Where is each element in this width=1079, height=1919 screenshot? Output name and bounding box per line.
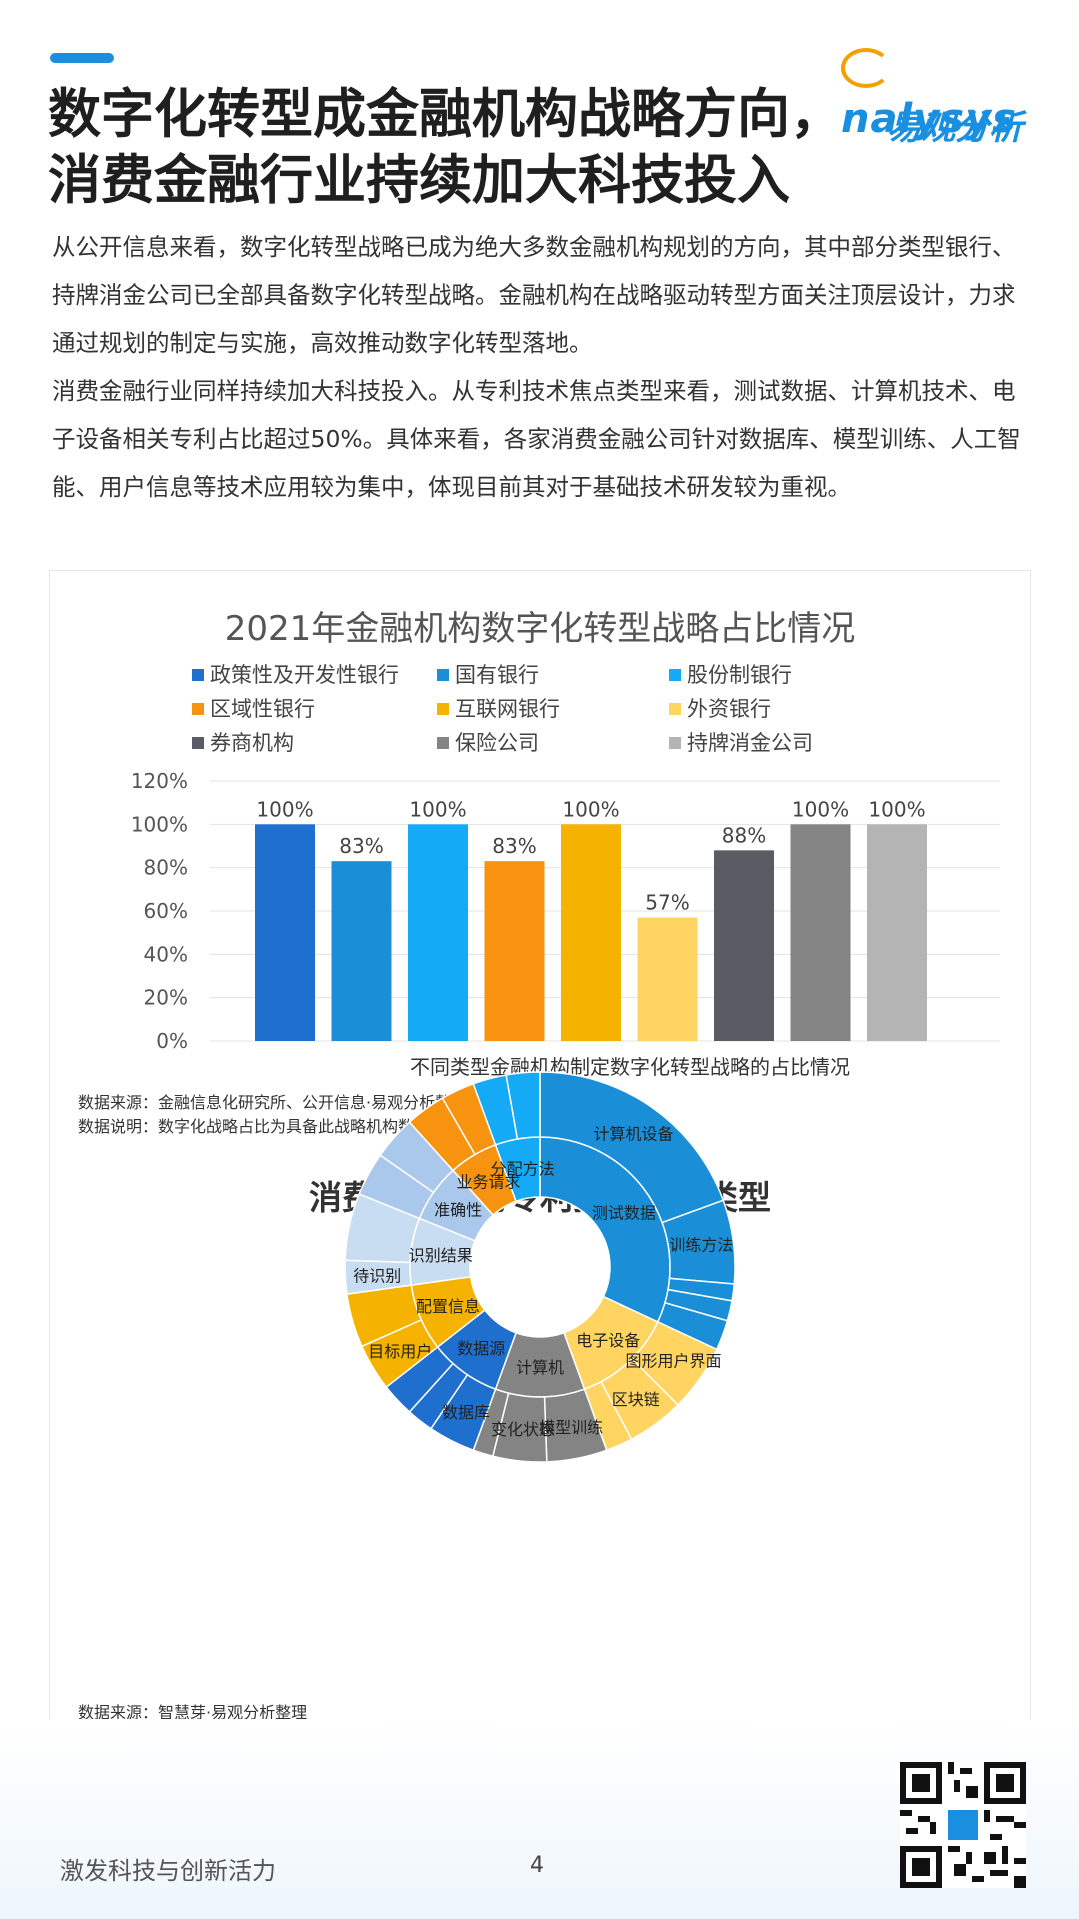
data-label: 88% <box>722 823 766 847</box>
page-number: 4 <box>530 1853 544 1878</box>
bar <box>561 824 621 1041</box>
bar <box>867 824 927 1041</box>
sunburst-segment <box>505 1071 541 1140</box>
bar <box>790 824 851 1041</box>
page-title: 数字化转型成金融机构战略方向， 消费金融行业持续加大科技投入 <box>48 82 878 214</box>
x-axis-label: 不同类型金融机构制定数字化转型战略的占比情况 <box>410 1055 850 1079</box>
legend-item: 股份制银行 <box>669 659 792 689</box>
sunburst-label: 训练方法 <box>669 1235 733 1254</box>
legend-item: 互联网银行 <box>437 693 560 723</box>
data-label: 100% <box>409 797 466 821</box>
sunburst-label: 配置信息 <box>416 1297 480 1316</box>
data-label: 100% <box>256 797 313 821</box>
y-tick-label: 60% <box>144 899 188 923</box>
body-text: 从公开信息来看，数字化转型战略已成为绝大多数金融机构规划的方向，其中部分类型银行… <box>52 223 1022 511</box>
legend-item: 券商机构 <box>192 727 294 757</box>
y-tick-label: 80% <box>144 856 188 880</box>
data-label: 83% <box>339 834 383 858</box>
y-tick-label: 40% <box>144 942 188 966</box>
sunburst-label: 测试数据 <box>592 1204 656 1223</box>
legend-item: 持牌消金公司 <box>669 727 813 757</box>
paragraph-2: 消费金融行业同样持续加大科技投入。从专利技术焦点类型来看，测试数据、计算机技术、… <box>52 377 1021 501</box>
bar <box>331 861 392 1041</box>
sunburst-label: 区块链 <box>612 1390 660 1409</box>
data-label: 100% <box>562 797 619 821</box>
legend-item: 外资银行 <box>669 693 771 723</box>
legend-swatch <box>669 669 681 681</box>
legend-swatch <box>192 703 204 715</box>
data-label: 100% <box>868 797 925 821</box>
footer-slogan: 激发科技与创新活力 <box>60 1857 276 1885</box>
legend-swatch <box>669 737 681 749</box>
data-label: 83% <box>492 834 536 858</box>
accent-bar <box>50 53 114 63</box>
sunburst-label: 目标用户 <box>368 1342 432 1361</box>
sunburst-label: 待识别 <box>353 1267 401 1286</box>
legend-swatch <box>437 703 449 715</box>
bar-chart: 0% 20% 40% 60% 80% 100% 120% 100% 83% 100% 83% 100%… <box>131 769 1000 1079</box>
legend-swatch <box>669 703 681 715</box>
legend-item: 政策性及开发性银行 <box>192 659 399 689</box>
qr-code[interactable] <box>900 1762 1026 1888</box>
sunburst-label: 图形用户界面 <box>626 1351 722 1370</box>
analysys-logo: nalysys 易观分析 <box>841 48 1031 148</box>
y-tick-label: 100% <box>131 812 188 836</box>
legend-swatch <box>437 737 449 749</box>
page-title-line2: 消费金融行业持续加大科技投入 <box>48 150 790 211</box>
sunburst-label: 电子设备 <box>576 1331 640 1350</box>
data-label: 57% <box>645 891 689 915</box>
chart-panel: 2021年金融机构数字化转型战略占比情况 政策性及开发性银行 国有银行 股份制银… <box>49 570 1031 1734</box>
sunburst-label: 识别结果 <box>409 1246 473 1265</box>
bar <box>255 824 315 1041</box>
chart1-source-note: 数据来源：金融信息化研究所、公开信息·易观分析整理 <box>78 1093 468 1112</box>
bar-chart-title: 2021年金融机构数字化转型战略占比情况 <box>224 609 856 649</box>
sunburst-label: 数据库 <box>442 1403 490 1422</box>
legend-item: 区域性银行 <box>192 693 315 723</box>
y-tick-label: 120% <box>131 769 188 793</box>
bar <box>484 861 545 1041</box>
legend-item: 国有银行 <box>437 659 539 689</box>
sunburst-label: 业务请求 <box>456 1172 520 1191</box>
sunburst-label: 变化状态 <box>491 1420 555 1439</box>
sunburst-label: 模型训练 <box>539 1418 603 1437</box>
chart2-source-note: 数据来源：智慧芽·易观分析整理 <box>78 1703 308 1722</box>
sunburst-label: 分配方法 <box>491 1160 555 1179</box>
paragraph-1: 从公开信息来看，数字化转型战略已成为绝大多数金融机构规划的方向，其中部分类型银行… <box>52 233 1016 357</box>
logo-swoosh-icon <box>841 48 891 88</box>
y-tick-label: 20% <box>144 986 188 1010</box>
y-tick-label: 0% <box>156 1029 188 1053</box>
sunburst-label: 准确性 <box>434 1201 482 1220</box>
bar <box>408 824 468 1041</box>
legend-swatch <box>192 737 204 749</box>
legend-item: 保险公司 <box>437 727 539 757</box>
bar <box>714 850 774 1041</box>
page-title-line1: 数字化转型成金融机构战略方向， <box>48 84 843 145</box>
sunburst-label: 计算机设备 <box>593 1124 673 1143</box>
footer-background <box>0 1719 1079 1919</box>
brand-en-text: nalysys <box>841 96 1017 142</box>
legend-swatch <box>192 669 204 681</box>
bar <box>637 917 698 1041</box>
legend-swatch <box>437 669 449 681</box>
sunburst-label: 数据源 <box>457 1339 505 1358</box>
data-label: 100% <box>792 797 849 821</box>
sunburst-label: 计算机 <box>516 1358 564 1377</box>
brand-cn-text: 易观分析 <box>887 108 1023 148</box>
